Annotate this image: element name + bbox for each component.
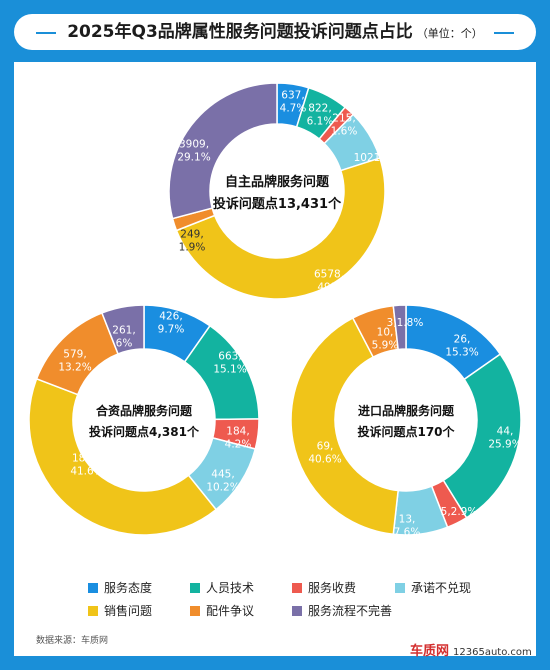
brand-logo: 车质网 12365auto.com — [410, 640, 532, 659]
legend-swatch-4 — [395, 583, 405, 593]
slice-3-5 — [290, 317, 399, 536]
legend-item-6: 配件争议 — [190, 603, 254, 619]
chart-unit: （单位：个） — [416, 27, 483, 40]
title-panel: 2025年Q3品牌属性服务问题投诉问题点占比 （单位：个） — [14, 14, 536, 50]
data-label-2-2: 663, 15.1% — [213, 351, 246, 376]
legend-swatch-2 — [190, 583, 200, 593]
legend-swatch-1 — [88, 583, 98, 593]
slice-1-7 — [168, 82, 278, 220]
chart-title: 2025年Q3品牌属性服务问题投诉问题点占比 — [67, 22, 413, 42]
legend-label-7: 服务流程不完善 — [308, 604, 393, 618]
data-label-2-3: 184, 4.2% — [225, 426, 252, 451]
legend-label-4: 承诺不兑现 — [411, 581, 472, 595]
title-line: 2025年Q3品牌属性服务问题投诉问题点占比 （单位：个） — [38, 14, 512, 50]
brand-url: 12365auto.com — [453, 647, 532, 658]
legend-item-7: 服务流程不完善 — [292, 603, 392, 619]
frame-left — [0, 62, 14, 670]
donut-chart-2: 426, 9.7% 663, 15.1% 184, 4.2% 445, 10.2% 1823, 4… — [28, 304, 260, 536]
center-label-1: 自主品牌服务问题投诉问题点13,431个 — [213, 174, 342, 212]
data-label-3-6: 10, 5.9% — [372, 327, 399, 352]
legend-item-3: 服务收费 — [292, 580, 356, 596]
data-label-3-5: 69, 40.6% — [308, 441, 341, 466]
data-label-3-7: 3,1.8% — [387, 317, 424, 329]
legend-item-4: 承诺不兑现 — [395, 580, 471, 596]
title-deco-left — [36, 32, 56, 34]
data-label-2-1: 426, 9.7% — [158, 311, 185, 336]
data-label-1-7: 3909, 29.1% — [177, 139, 210, 164]
legend-swatch-6 — [190, 606, 200, 616]
frame-bottom — [0, 656, 550, 670]
title-deco-right — [494, 32, 514, 34]
data-label-3-3: 5,2.9% — [441, 506, 478, 518]
legend-item-5: 销售问题 — [88, 603, 152, 619]
data-label-2-6: 579, 13.2% — [58, 349, 91, 374]
donut-chart-3: 26, 15.3% 44, 25.9% 5,2.9% 13, 7.6% 69, 40.6% 10,… — [290, 304, 522, 539]
legend-label-5: 销售问题 — [104, 604, 153, 618]
slice-1-5 — [175, 157, 386, 300]
donut-chart-1: 637, 4.7% 822, 6.1%215, 1.6% 1021,7.6% 6578, 49… — [168, 82, 411, 300]
legend-swatch-7 — [292, 606, 302, 616]
data-label-1-4: 1021,7.6% — [354, 152, 411, 164]
center-label-2: 合资品牌服务问题投诉问题点4,381个 — [89, 403, 200, 439]
data-label-3-1: 26, 15.3% — [445, 334, 478, 359]
slice-3-7 — [392, 304, 407, 351]
brand-name: 车质网 — [410, 644, 450, 659]
data-source: 数据来源：车质网 — [36, 636, 109, 646]
slice-2-7 — [100, 304, 145, 355]
legend-swatch-3 — [292, 583, 302, 593]
legend-label-3: 服务收费 — [308, 581, 357, 595]
data-label-1-6: 249, 1.9% — [179, 229, 206, 254]
center-label-3: 进口品牌服务问题投诉问题点170个 — [357, 403, 455, 439]
data-label-1-3: 215, 1.6% — [331, 113, 358, 138]
legend-label-2: 人员技术 — [206, 581, 255, 595]
data-label-1-2: 822, 6.1% — [307, 103, 334, 128]
frame-right — [536, 62, 550, 670]
data-label-1-1: 637, 4.7% — [280, 90, 307, 115]
slice-2-5 — [28, 377, 218, 536]
legend-item-2: 人员技术 — [190, 580, 254, 596]
data-label-2-7: 261, 6% — [112, 325, 135, 350]
data-label-3-2: 44, 25.9% — [488, 426, 521, 451]
data-label-2-4: 445, 10.2% — [206, 469, 239, 494]
data-label-3-4: 13, 7.6% — [394, 514, 421, 539]
legend-item-1: 服务态度 — [88, 580, 152, 596]
legend-label-1: 服务态度 — [104, 581, 153, 595]
data-label-1-5: 6578, 49% — [314, 269, 344, 294]
legend-swatch-5 — [88, 606, 98, 616]
legend-label-6: 配件争议 — [206, 604, 255, 618]
data-label-2-5: 1823, 41.6% — [70, 453, 103, 478]
